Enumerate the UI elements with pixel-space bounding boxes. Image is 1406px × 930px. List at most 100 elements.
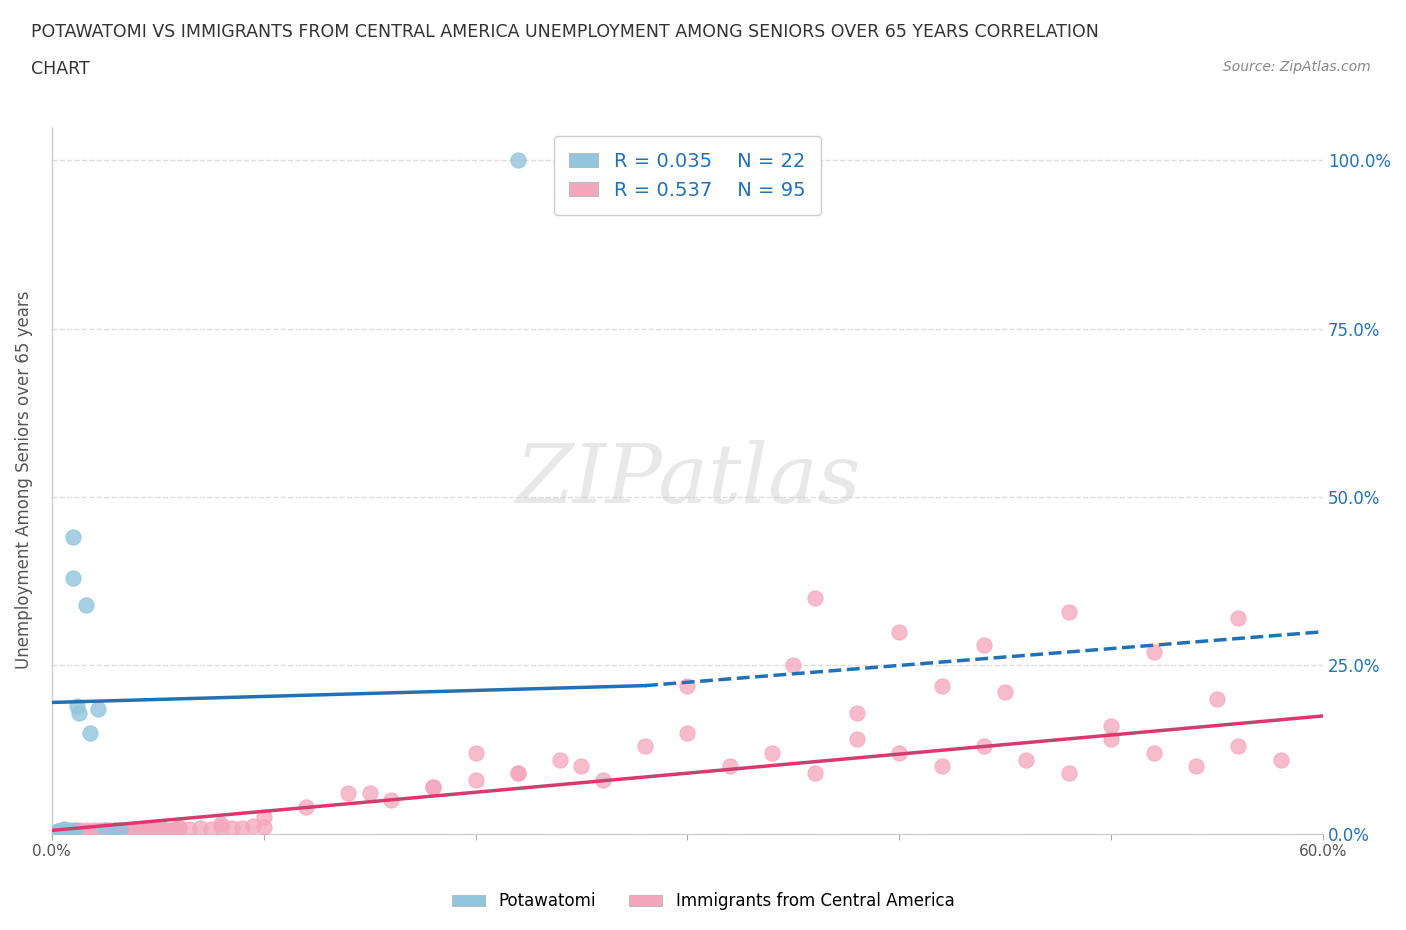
Point	[506, 765, 529, 780]
Point	[150, 821, 173, 836]
Point	[53, 824, 76, 839]
Point	[49, 824, 72, 839]
Point	[931, 759, 953, 774]
Point	[58, 824, 80, 839]
Point	[117, 823, 139, 838]
Point	[231, 820, 253, 835]
Point	[58, 824, 80, 839]
Legend: Potawatomi, Immigrants from Central America: Potawatomi, Immigrants from Central Amer…	[444, 885, 962, 917]
Point	[45, 825, 67, 840]
Point	[506, 153, 529, 167]
Point	[253, 819, 276, 834]
Point	[571, 759, 593, 774]
Text: CHART: CHART	[31, 60, 90, 78]
Point	[62, 824, 84, 839]
Point	[45, 825, 67, 840]
Point	[93, 822, 115, 837]
Point	[973, 738, 995, 753]
Point	[422, 779, 444, 794]
Point	[1206, 692, 1229, 707]
Point	[221, 821, 243, 836]
Point	[803, 765, 825, 780]
Point	[1270, 752, 1292, 767]
Point	[53, 824, 76, 839]
Point	[1227, 738, 1250, 753]
Point	[155, 823, 177, 838]
Point	[79, 725, 101, 740]
Point	[63, 824, 86, 839]
Point	[93, 823, 115, 838]
Point	[782, 658, 804, 672]
Point	[129, 823, 152, 838]
Point	[1099, 719, 1122, 734]
Point	[200, 821, 222, 836]
Point	[125, 822, 148, 837]
Point	[87, 702, 110, 717]
Point	[889, 746, 911, 761]
Point	[146, 822, 169, 837]
Point	[75, 823, 97, 838]
Point	[359, 786, 381, 801]
Point	[59, 824, 82, 839]
Point	[163, 821, 186, 836]
Point	[55, 823, 77, 838]
Point	[121, 824, 143, 839]
Point	[846, 705, 869, 720]
Point	[97, 823, 120, 838]
Point	[75, 597, 97, 612]
Point	[66, 824, 89, 839]
Point	[242, 819, 264, 834]
Point	[63, 823, 86, 838]
Point	[1057, 604, 1080, 619]
Point	[167, 819, 190, 834]
Point	[104, 823, 127, 838]
Point	[96, 824, 118, 839]
Point	[295, 800, 318, 815]
Point	[550, 752, 572, 767]
Point	[994, 684, 1017, 699]
Point	[1099, 732, 1122, 747]
Point	[209, 817, 232, 831]
Point	[592, 773, 614, 788]
Point	[72, 824, 94, 839]
Point	[46, 824, 69, 839]
Point	[79, 824, 101, 839]
Point	[89, 823, 111, 838]
Point	[1185, 759, 1208, 774]
Point	[112, 824, 135, 839]
Point	[84, 824, 107, 839]
Point	[51, 823, 73, 838]
Point	[55, 824, 77, 839]
Point	[53, 821, 76, 836]
Point	[67, 822, 90, 837]
Legend: R = 0.035    N = 22, R = 0.537    N = 95: R = 0.035 N = 22, R = 0.537 N = 95	[554, 137, 821, 215]
Point	[87, 824, 110, 839]
Point	[134, 824, 156, 839]
Point	[1142, 746, 1164, 761]
Point	[380, 792, 402, 807]
Point	[55, 824, 77, 839]
Point	[142, 823, 165, 838]
Point	[51, 825, 73, 840]
Point	[80, 824, 103, 839]
Point	[70, 824, 93, 839]
Point	[66, 698, 89, 713]
Point	[46, 824, 69, 839]
Y-axis label: Unemployment Among Seniors over 65 years: Unemployment Among Seniors over 65 years	[15, 291, 32, 670]
Point	[761, 746, 783, 761]
Point	[138, 821, 160, 836]
Text: POTAWATOMI VS IMMIGRANTS FROM CENTRAL AMERICA UNEMPLOYMENT AMONG SENIORS OVER 65: POTAWATOMI VS IMMIGRANTS FROM CENTRAL AM…	[31, 23, 1099, 41]
Text: ZIPatlas: ZIPatlas	[515, 440, 860, 520]
Point	[634, 738, 657, 753]
Point	[188, 820, 211, 835]
Point	[108, 823, 131, 838]
Point	[464, 746, 486, 761]
Point	[676, 725, 699, 740]
Point	[718, 759, 741, 774]
Point	[91, 824, 114, 839]
Point	[83, 823, 105, 838]
Point	[803, 591, 825, 605]
Point	[464, 773, 486, 788]
Point	[159, 822, 181, 837]
Point	[676, 678, 699, 693]
